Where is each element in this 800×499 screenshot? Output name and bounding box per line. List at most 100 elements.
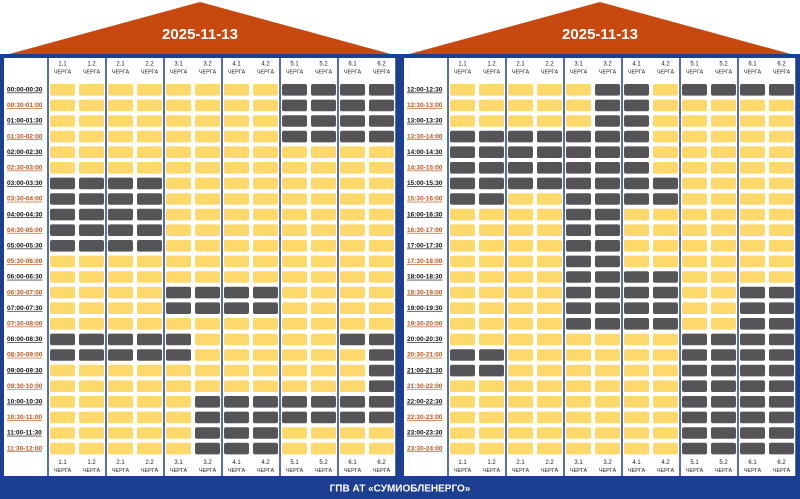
cell bbox=[195, 411, 220, 424]
cell bbox=[195, 177, 220, 190]
cell bbox=[137, 130, 162, 143]
cell bbox=[311, 349, 336, 361]
column-number: 3.1 bbox=[574, 62, 583, 68]
cell bbox=[682, 162, 707, 174]
cell bbox=[566, 240, 591, 252]
cell bbox=[108, 286, 133, 299]
cell bbox=[137, 240, 162, 252]
cell bbox=[253, 99, 278, 112]
cell bbox=[711, 271, 736, 283]
cell bbox=[450, 427, 475, 439]
cell bbox=[450, 364, 475, 377]
cell bbox=[740, 177, 765, 190]
cell bbox=[740, 115, 765, 127]
column-word: ЧЕРГА bbox=[454, 69, 472, 75]
cell bbox=[195, 349, 220, 361]
column-number: 1.2 bbox=[87, 460, 96, 466]
cell bbox=[369, 130, 394, 143]
cell bbox=[253, 364, 278, 377]
cell bbox=[195, 318, 220, 330]
cell bbox=[224, 427, 249, 439]
cell bbox=[108, 224, 133, 236]
cell bbox=[311, 427, 336, 439]
cell bbox=[369, 364, 394, 377]
cell bbox=[311, 286, 336, 299]
cell bbox=[711, 84, 736, 96]
cell bbox=[479, 193, 504, 205]
cell bbox=[369, 286, 394, 299]
cell bbox=[50, 130, 75, 143]
cell bbox=[195, 208, 220, 221]
cell bbox=[282, 255, 307, 268]
cell bbox=[508, 271, 533, 283]
column-word: ЧЕРГА bbox=[257, 69, 275, 75]
cell bbox=[282, 162, 307, 174]
cell bbox=[653, 442, 678, 455]
cell bbox=[253, 255, 278, 268]
cell bbox=[595, 318, 620, 330]
cell bbox=[224, 333, 249, 346]
cell bbox=[479, 146, 504, 158]
cell bbox=[653, 208, 678, 221]
cell bbox=[508, 177, 533, 190]
cell bbox=[479, 318, 504, 330]
cell bbox=[340, 162, 365, 174]
cell bbox=[224, 271, 249, 283]
time-label: 01:30-02:00 bbox=[7, 133, 43, 140]
cell bbox=[195, 115, 220, 127]
column-number: 1.1 bbox=[58, 460, 67, 466]
cell bbox=[653, 240, 678, 252]
cell bbox=[282, 99, 307, 112]
column-number: 4.2 bbox=[261, 62, 270, 68]
cell bbox=[508, 302, 533, 314]
cell bbox=[653, 255, 678, 268]
cell bbox=[624, 193, 649, 205]
cell bbox=[624, 411, 649, 424]
cell bbox=[479, 99, 504, 112]
cell bbox=[769, 99, 794, 112]
cell bbox=[624, 84, 649, 96]
cell bbox=[253, 146, 278, 158]
cell bbox=[740, 193, 765, 205]
cell bbox=[595, 130, 620, 143]
cell bbox=[682, 208, 707, 221]
cell bbox=[369, 349, 394, 361]
cell bbox=[624, 333, 649, 346]
cell bbox=[369, 380, 394, 392]
cell bbox=[340, 286, 365, 299]
cell bbox=[740, 333, 765, 346]
cell bbox=[79, 318, 104, 330]
cell bbox=[682, 286, 707, 299]
cell bbox=[595, 193, 620, 205]
cell bbox=[682, 302, 707, 314]
cell bbox=[79, 364, 104, 377]
column-word: ЧЕРГА bbox=[599, 468, 617, 474]
time-label: 10:30-11:00 bbox=[7, 414, 42, 421]
cell bbox=[253, 130, 278, 143]
cell bbox=[653, 146, 678, 158]
cell bbox=[369, 396, 394, 408]
column-number: 2.1 bbox=[516, 460, 525, 466]
cell bbox=[108, 193, 133, 205]
cell bbox=[50, 224, 75, 236]
column-word: ЧЕРГА bbox=[112, 69, 130, 75]
cell bbox=[50, 115, 75, 127]
cell bbox=[682, 427, 707, 439]
cell bbox=[166, 364, 191, 377]
cell bbox=[740, 84, 765, 96]
cell bbox=[624, 271, 649, 283]
cell bbox=[508, 411, 533, 424]
cell bbox=[195, 286, 220, 299]
cell bbox=[566, 271, 591, 283]
column-word: ЧЕРГА bbox=[257, 468, 275, 474]
cell bbox=[711, 240, 736, 252]
cell bbox=[566, 318, 591, 330]
cell bbox=[682, 318, 707, 330]
cell bbox=[450, 224, 475, 236]
cell bbox=[79, 84, 104, 96]
cell bbox=[79, 99, 104, 112]
cell bbox=[653, 333, 678, 346]
cell bbox=[108, 208, 133, 221]
cell bbox=[340, 349, 365, 361]
cell bbox=[624, 364, 649, 377]
